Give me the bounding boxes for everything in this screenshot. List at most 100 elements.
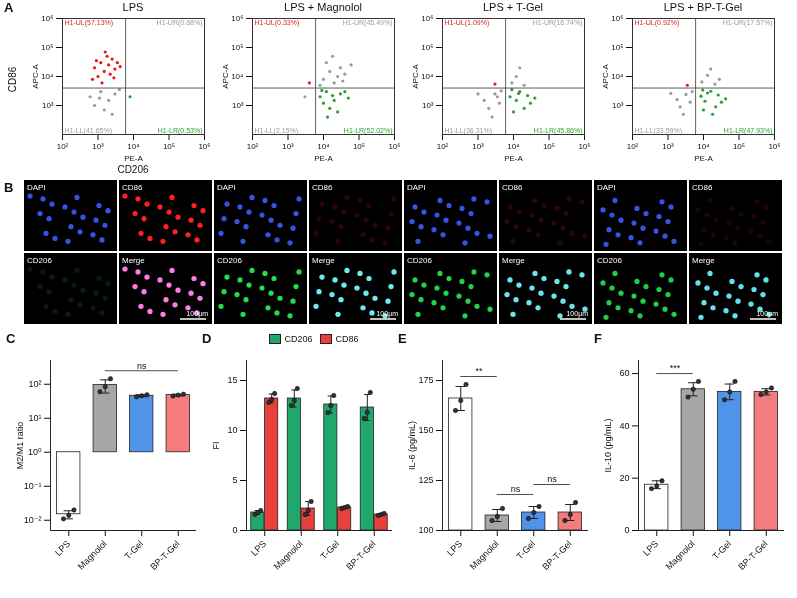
svg-text:10⁴: 10⁴ xyxy=(41,72,54,81)
svg-text:CD206: CD206 xyxy=(217,256,242,265)
svg-text:100μm: 100μm xyxy=(566,310,588,318)
svg-text:CD86: CD86 xyxy=(692,183,713,192)
svg-text:H1-LR(47.93%): H1-LR(47.93%) xyxy=(724,127,773,135)
svg-text:H1-LL(33.59%): H1-LL(33.59%) xyxy=(635,127,682,135)
svg-text:LPS: LPS xyxy=(641,539,660,558)
svg-text:Merge: Merge xyxy=(312,256,335,265)
svg-text:CD86: CD86 xyxy=(502,183,523,192)
svg-text:10⁴: 10⁴ xyxy=(231,72,244,81)
svg-text:T-Gel: T-Gel xyxy=(515,539,538,562)
svg-text:0: 0 xyxy=(624,525,629,535)
svg-text:10⁵: 10⁵ xyxy=(163,142,175,151)
svg-text:Merge: Merge xyxy=(692,256,715,265)
svg-text:10⁴: 10⁴ xyxy=(611,72,624,81)
svg-text:10⁻¹: 10⁻¹ xyxy=(24,481,42,491)
svg-text:10⁶: 10⁶ xyxy=(198,142,210,151)
svg-text:Magnolol: Magnolol xyxy=(76,539,109,572)
svg-text:Magnolol: Magnolol xyxy=(664,539,697,572)
svg-text:CD206: CD206 xyxy=(407,256,432,265)
svg-text:10³: 10³ xyxy=(232,101,244,110)
svg-text:PE-A: PE-A xyxy=(504,154,523,163)
svg-text:10⁴: 10⁴ xyxy=(317,142,330,151)
svg-text:175: 175 xyxy=(418,375,433,385)
svg-text:10⁶: 10⁶ xyxy=(578,142,590,151)
svg-text:125: 125 xyxy=(418,475,433,485)
svg-text:10²: 10² xyxy=(627,142,639,151)
svg-text:H1-UR(16.74%): H1-UR(16.74%) xyxy=(533,19,583,27)
svg-text:100μm: 100μm xyxy=(756,310,778,318)
svg-text:BP-T-Gel: BP-T-Gel xyxy=(736,539,769,572)
svg-text:10⁵: 10⁵ xyxy=(543,142,555,151)
svg-text:10³: 10³ xyxy=(472,142,484,151)
svg-text:10⁶: 10⁶ xyxy=(41,14,53,23)
svg-text:15: 15 xyxy=(227,375,237,385)
svg-text:10⁵: 10⁵ xyxy=(41,43,53,52)
svg-text:10³: 10³ xyxy=(612,101,624,110)
svg-text:BP-T-Gel: BP-T-Gel xyxy=(148,539,181,572)
svg-text:10³: 10³ xyxy=(662,142,674,151)
svg-text:0: 0 xyxy=(232,525,237,535)
svg-text:IL-10 (pg/mL): IL-10 (pg/mL) xyxy=(603,418,613,472)
svg-text:LPS: LPS xyxy=(249,539,268,558)
svg-text:10³: 10³ xyxy=(422,101,434,110)
svg-text:APC-A: APC-A xyxy=(601,64,610,89)
svg-text:H1-UR(45.49%): H1-UR(45.49%) xyxy=(343,19,393,27)
svg-text:***: *** xyxy=(670,363,681,373)
svg-text:10⁰: 10⁰ xyxy=(28,447,42,457)
svg-text:ns: ns xyxy=(547,474,557,484)
svg-text:PE-A: PE-A xyxy=(694,154,713,163)
svg-text:H1-LR(45.86%): H1-LR(45.86%) xyxy=(534,127,583,135)
svg-text:H1-UL(0.33%): H1-UL(0.33%) xyxy=(255,19,300,27)
svg-text:10²: 10² xyxy=(437,142,449,151)
svg-text:APC-A: APC-A xyxy=(411,64,420,89)
svg-text:10⁵: 10⁵ xyxy=(733,142,745,151)
svg-text:T-Gel: T-Gel xyxy=(319,539,342,562)
svg-text:H1-UL(0.92%): H1-UL(0.92%) xyxy=(635,19,680,27)
svg-text:ns: ns xyxy=(137,361,147,371)
svg-text:ns: ns xyxy=(511,484,521,494)
svg-text:10: 10 xyxy=(227,425,237,435)
svg-text:10²: 10² xyxy=(247,142,259,151)
svg-text:FI: FI xyxy=(211,442,221,450)
svg-text:DAPI: DAPI xyxy=(597,183,616,192)
svg-text:10⁻²: 10⁻² xyxy=(24,515,42,525)
svg-text:40: 40 xyxy=(619,421,629,431)
svg-text:Magnolol: Magnolol xyxy=(468,539,501,572)
svg-text:100: 100 xyxy=(418,525,433,535)
svg-text:Magnolol: Magnolol xyxy=(272,539,305,572)
svg-text:10⁶: 10⁶ xyxy=(768,142,780,151)
svg-text:100μm: 100μm xyxy=(186,310,208,318)
svg-text:Merge: Merge xyxy=(502,256,525,265)
svg-text:10⁶: 10⁶ xyxy=(231,14,243,23)
svg-text:10⁴: 10⁴ xyxy=(421,72,434,81)
svg-text:10³: 10³ xyxy=(92,142,104,151)
svg-text:M2/M1 ratio: M2/M1 ratio xyxy=(15,422,25,470)
svg-text:10⁴: 10⁴ xyxy=(507,142,520,151)
svg-text:IL-6 (pg/mL): IL-6 (pg/mL) xyxy=(407,421,417,470)
svg-text:10⁴: 10⁴ xyxy=(697,142,710,151)
svg-text:H1-LR(0.53%): H1-LR(0.53%) xyxy=(158,127,203,135)
svg-text:H1-UR(17.57%): H1-UR(17.57%) xyxy=(723,19,773,27)
svg-text:100μm: 100μm xyxy=(376,310,398,318)
svg-text:10⁶: 10⁶ xyxy=(388,142,400,151)
svg-text:CD206: CD206 xyxy=(597,256,622,265)
svg-text:60: 60 xyxy=(619,368,629,378)
svg-text:BP-T-Gel: BP-T-Gel xyxy=(540,539,573,572)
svg-text:T-Gel: T-Gel xyxy=(711,539,734,562)
svg-text:Merge: Merge xyxy=(122,256,145,265)
svg-text:10⁶: 10⁶ xyxy=(611,14,623,23)
svg-text:5: 5 xyxy=(232,475,237,485)
svg-text:H1-LR(52.02%): H1-LR(52.02%) xyxy=(344,127,393,135)
svg-text:CD86: CD86 xyxy=(312,183,333,192)
svg-text:LPS: LPS xyxy=(53,539,72,558)
svg-text:DAPI: DAPI xyxy=(27,183,46,192)
svg-text:10⁴: 10⁴ xyxy=(127,142,140,151)
svg-text:H1-LL(36.31%): H1-LL(36.31%) xyxy=(445,127,492,135)
svg-text:20: 20 xyxy=(619,473,629,483)
svg-text:H1-UL(1.09%): H1-UL(1.09%) xyxy=(445,19,490,27)
svg-text:PE-A: PE-A xyxy=(314,154,333,163)
svg-text:H1-LL(2.15%): H1-LL(2.15%) xyxy=(255,127,299,135)
svg-text:10⁵: 10⁵ xyxy=(421,43,433,52)
svg-text:10¹: 10¹ xyxy=(28,413,41,423)
svg-text:DAPI: DAPI xyxy=(217,183,236,192)
